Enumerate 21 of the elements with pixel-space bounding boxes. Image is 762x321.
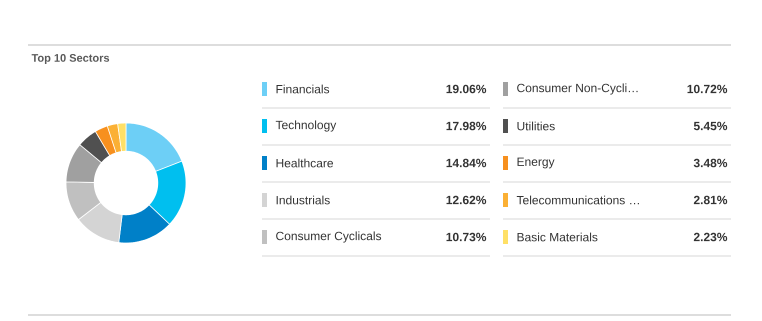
legend-label: Healthcare [276,158,334,168]
data-label: 2.23% [694,232,728,242]
data-label: 3.48% [694,158,728,168]
legend-label: Telecommunications … [516,196,639,204]
chart-title: Top 10 Sectors [32,54,110,64]
legend-label: Consumer Cyclicals [276,231,382,243]
data-label: 14.84% [446,158,486,168]
legend-label: Utilities [517,122,555,130]
legend-label: Consumer Non-Cycli… [517,83,638,95]
data-label: 10.73% [446,232,486,242]
legend-label: Technology [276,120,336,132]
legend-label: Industrials [276,196,330,204]
data-label: 19.06% [446,84,486,94]
legend-label: Financials [276,84,330,94]
data-label: 12.62% [446,196,486,204]
legend-label: Energy [518,158,555,168]
data-label: 10.72% [688,84,728,94]
legend-label: Basic Materials [518,232,598,242]
data-label: 17.98% [446,122,486,130]
data-label: 2.81% [694,196,728,204]
data-label: 5.45% [694,122,728,130]
